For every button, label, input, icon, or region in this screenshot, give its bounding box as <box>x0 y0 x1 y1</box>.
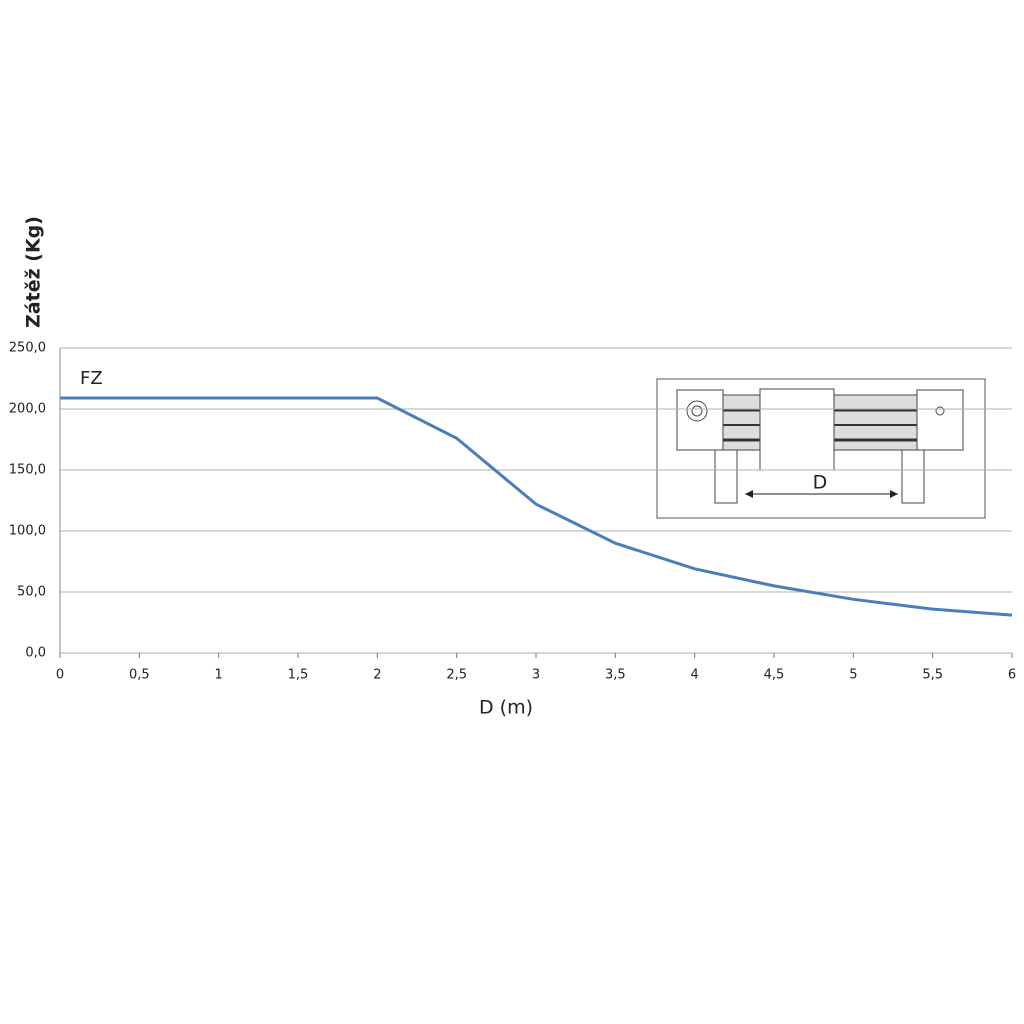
y-tick-label: 50,0 <box>17 585 46 600</box>
y-tick-label: 100,0 <box>9 524 46 539</box>
series-label: FZ <box>80 368 103 389</box>
x-tick-label: 3,5 <box>605 668 626 683</box>
hole <box>935 406 945 416</box>
y-tick-label: 200,0 <box>9 402 46 417</box>
x-tick-label: 2 <box>373 668 381 683</box>
leg <box>901 444 925 504</box>
motor <box>691 405 703 417</box>
x-tick-label: 0,5 <box>129 668 150 683</box>
x-tick-label: 1,5 <box>288 668 309 683</box>
leg <box>714 444 738 504</box>
x-tick-label: 0 <box>56 668 64 683</box>
x-tick-label: 6 <box>1008 668 1016 683</box>
x-tick-label: 5 <box>849 668 857 683</box>
x-tick-label: 3 <box>532 668 540 683</box>
y-axis-label: Zátěž (Kg) <box>23 216 45 328</box>
end-plate <box>916 389 964 451</box>
x-axis-label: D (m) <box>479 697 533 719</box>
carriage <box>759 388 835 471</box>
y-tick-label: 150,0 <box>9 463 46 478</box>
x-tick-label: 2,5 <box>446 668 467 683</box>
dimension-label: D <box>813 472 828 494</box>
y-tick-label: 0,0 <box>25 646 46 661</box>
x-tick-label: 4,5 <box>764 668 785 683</box>
y-tick-label: 250,0 <box>9 341 46 356</box>
series-line <box>60 396 1013 617</box>
x-tick-label: 4 <box>691 668 699 683</box>
x-tick-label: 5,5 <box>922 668 943 683</box>
inset-diagram: D <box>656 378 986 519</box>
x-tick-label: 1 <box>215 668 223 683</box>
